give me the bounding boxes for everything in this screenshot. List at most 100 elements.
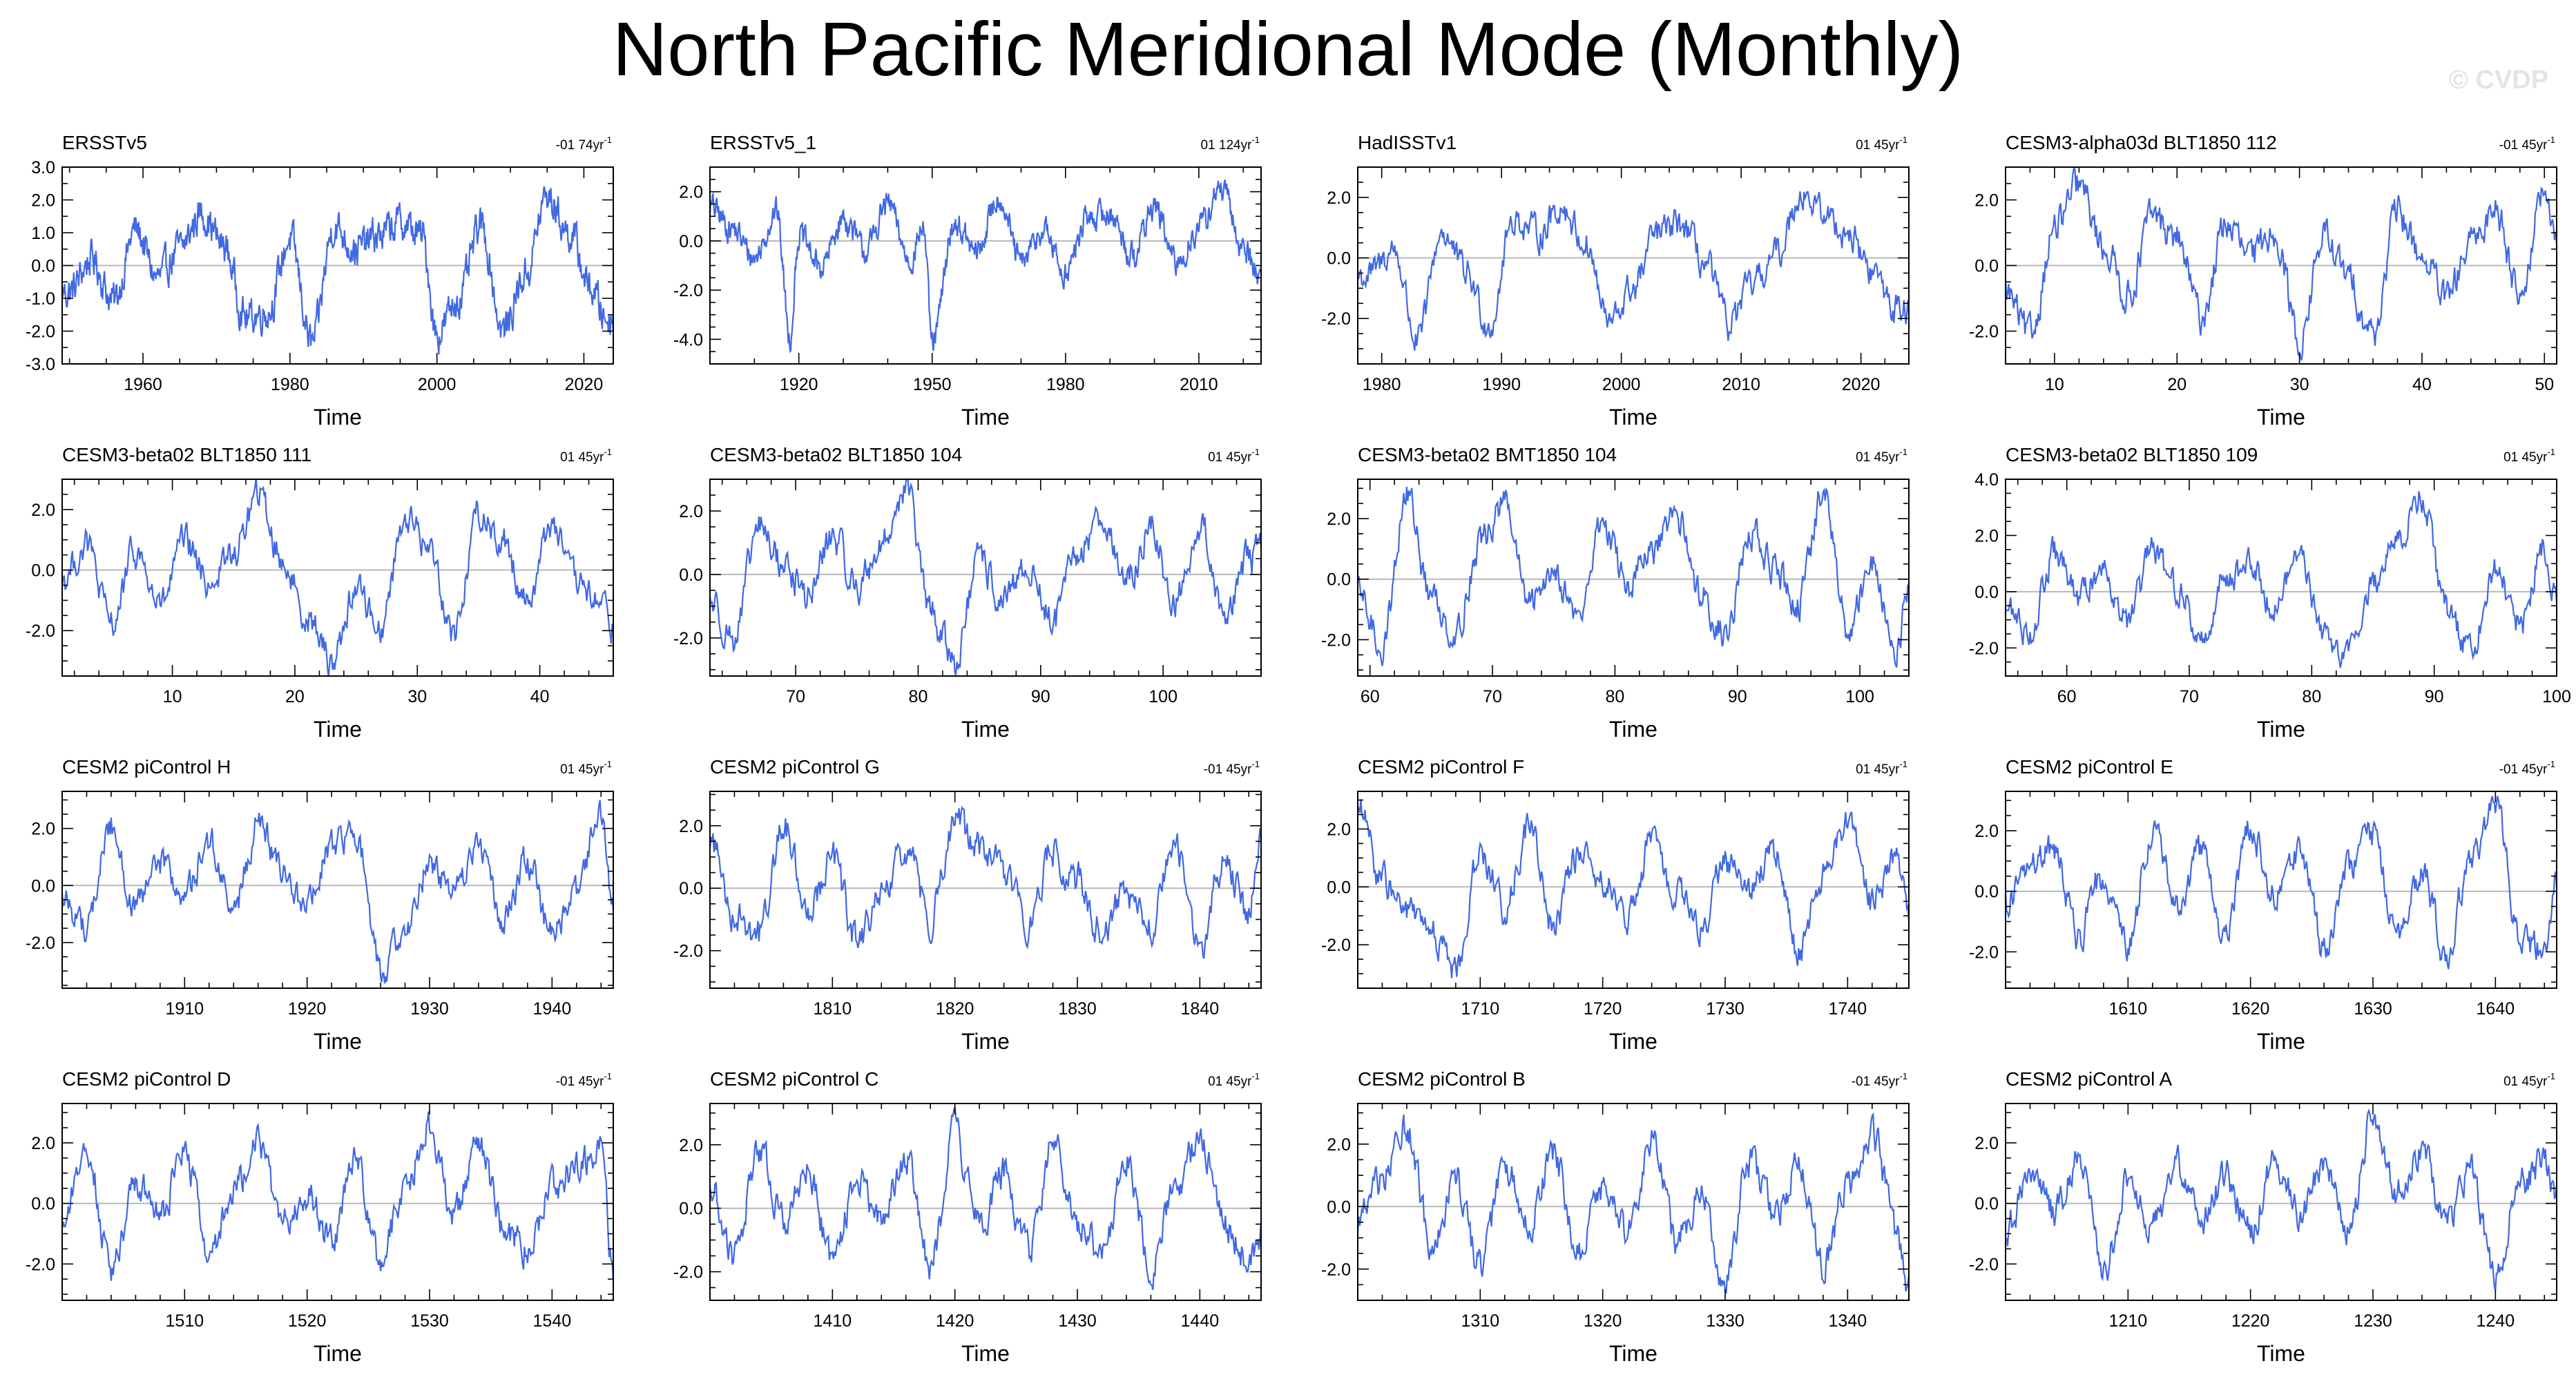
plot-frame	[709, 479, 1262, 677]
x-axis-label: Time	[1609, 1341, 1657, 1366]
y-tick-label: 0.0	[1327, 1197, 1351, 1217]
y-tick-label: 0.0	[31, 257, 55, 276]
series-line	[2006, 167, 2557, 361]
x-tick-label: 20	[285, 687, 305, 706]
x-tick-label: 1220	[2231, 1311, 2270, 1331]
chart-panel-8: 60 70 80 90 100 -2.0 0.0 2.0 4.0 Time CESM3-beta02…	[1969, 444, 2571, 742]
series-line	[62, 800, 613, 984]
x-tick-label: 1980	[271, 375, 309, 394]
chart-panel-13: 1510 1520 1530 1540 -2.0 0.0 2.0 Time CESM2 piCo…	[26, 1068, 614, 1366]
x-tick-label: 50	[2535, 375, 2554, 394]
x-tick-label: 1930	[410, 999, 449, 1019]
trend-label: -01 45yr-1	[1204, 759, 1260, 777]
x-tick-label: 1960	[124, 375, 162, 394]
y-tick-label: 2.0	[1327, 820, 1351, 839]
figure-title: North Pacific Meridional Mode (Monthly)	[612, 7, 1964, 92]
y-tick-label: -2.0	[1969, 322, 1999, 342]
y-tick-label: -2.0	[26, 621, 55, 641]
x-tick-label: 10	[163, 687, 182, 706]
y-tick-label: -2.0	[1969, 943, 1999, 962]
y-tick-label: 2.0	[1974, 191, 1999, 211]
y-tick-label: 2.0	[1327, 189, 1351, 208]
x-tick-label: 1980	[1363, 375, 1401, 394]
x-tick-label: 1410	[814, 1311, 852, 1331]
x-axis-label: Time	[961, 1341, 1010, 1366]
x-tick-label: 1640	[2477, 999, 2515, 1019]
x-tick-label: 1530	[410, 1311, 449, 1331]
x-tick-label: 1990	[1482, 375, 1521, 394]
x-axis-label: Time	[314, 1029, 362, 1054]
x-tick-label: 2000	[418, 375, 456, 394]
x-tick-label: 1210	[2109, 1311, 2148, 1331]
y-tick-label: 0.0	[1327, 878, 1351, 897]
x-tick-label: 1950	[913, 375, 952, 394]
series-line	[2006, 796, 2557, 970]
y-tick-label: 0.0	[1327, 249, 1351, 269]
y-tick-label: 0.0	[31, 876, 55, 896]
plot-frame	[1357, 1103, 1910, 1301]
x-tick-label: 60	[1361, 687, 1380, 706]
panel-title: CESM2 piControl A	[2006, 1068, 2173, 1090]
x-axis-label: Time	[314, 405, 362, 430]
cvdp-credit: © CVDP	[2448, 66, 2548, 95]
y-tick-label: -2.0	[1969, 639, 1999, 658]
panel-title: CESM3-beta02 BLT1850 109	[2006, 444, 2258, 465]
chart-panel-2: 1920 1950 1980 2010 -4.0 -2.0 0.0 2.0 Time ERSSTv…	[673, 132, 1262, 430]
y-tick-label: 2.0	[1974, 822, 1999, 841]
y-tick-label: 0.0	[1974, 583, 1999, 602]
plot-frame	[2005, 1103, 2557, 1301]
x-tick-label: 90	[2425, 687, 2444, 706]
x-axis-label: Time	[961, 717, 1010, 742]
trend-label: 01 45yr-1	[1856, 135, 1907, 153]
x-tick-label: 2000	[1602, 375, 1641, 394]
x-tick-label: 80	[909, 687, 928, 706]
x-tick-label: 1710	[1461, 999, 1500, 1019]
y-tick-label: 2.0	[679, 502, 703, 521]
trend-label: 01 45yr-1	[1208, 447, 1260, 465]
y-tick-label: -2.0	[673, 1263, 703, 1282]
x-tick-label: 1310	[1461, 1311, 1500, 1331]
x-tick-label: 1620	[2231, 999, 2270, 1019]
y-tick-label: 2.0	[1327, 1135, 1351, 1155]
plot-frame	[709, 1103, 1262, 1301]
y-tick-label: 2.0	[1974, 1134, 1999, 1153]
y-tick-label: -2.0	[673, 629, 703, 648]
y-tick-label: 2.0	[31, 1134, 55, 1153]
x-tick-label: 1430	[1058, 1311, 1097, 1331]
chart-panel-14: 1410 1420 1430 1440 -2.0 0.0 2.0 Time CESM2 piCo…	[673, 1068, 1262, 1366]
chart-panel-10: 1810 1820 1830 1840 -2.0 0.0 2.0 Time CESM2 piCo…	[673, 756, 1262, 1054]
y-tick-label: 3.0	[31, 158, 55, 177]
panel-title: CESM3-beta02 BLT1850 104	[710, 444, 962, 465]
trend-label: 01 45yr-1	[560, 759, 612, 777]
x-tick-label: 2010	[1180, 375, 1218, 394]
y-tick-label: -1.0	[26, 289, 55, 309]
panel-title: CESM2 piControl B	[1358, 1068, 1526, 1090]
y-tick-label: 1.0	[31, 224, 55, 243]
x-tick-label: 70	[1483, 687, 1502, 706]
y-tick-label: 2.0	[679, 1136, 703, 1155]
x-tick-label: 1510	[166, 1311, 204, 1331]
series-line	[1358, 191, 1909, 351]
x-tick-label: 90	[1031, 687, 1050, 706]
y-tick-label: 0.0	[679, 566, 703, 585]
x-tick-label: 100	[2542, 687, 2571, 706]
x-tick-label: 1720	[1584, 999, 1622, 1019]
x-tick-label: 100	[1148, 687, 1178, 706]
series-line	[1358, 1112, 1909, 1294]
chart-panel-6: 70 80 90 100 -2.0 0.0 2.0 Time CESM3-beta02 BLT1…	[673, 444, 1262, 742]
x-tick-label: 1820	[936, 999, 974, 1019]
x-tick-label: 1630	[2354, 999, 2392, 1019]
trend-label: 01 45yr-1	[2503, 447, 2555, 465]
x-axis-label: Time	[1609, 717, 1657, 742]
y-tick-label: 0.0	[1327, 570, 1351, 590]
x-axis-label: Time	[1609, 405, 1657, 430]
y-tick-label: 0.0	[679, 879, 703, 898]
plot-frame	[2005, 479, 2557, 677]
panel-title: CESM2 piControl F	[1358, 756, 1524, 778]
x-tick-label: 2020	[565, 375, 604, 394]
plot-frame	[1357, 166, 1910, 365]
y-tick-label: -2.0	[1321, 630, 1351, 650]
y-tick-label: 0.0	[31, 1195, 55, 1214]
chart-panel-11: 1710 1720 1730 1740 -2.0 0.0 2.0 Time CESM2 piCo…	[1321, 756, 1910, 1054]
y-tick-label: -2.0	[1969, 1255, 1999, 1274]
